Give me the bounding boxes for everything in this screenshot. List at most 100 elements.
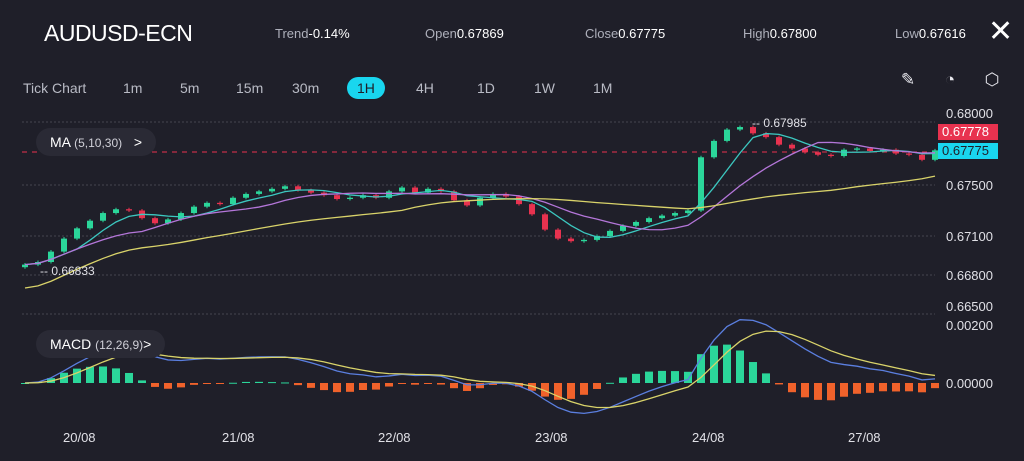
macd-histogram-bar [892,383,900,392]
tf-30m[interactable]: 30m [292,80,320,96]
macd-histogram-bar [853,383,861,394]
candle-body [152,218,158,224]
ma-indicator-badge[interactable]: MA (5,10,30) > [36,128,157,156]
y-tick: 0.67100 [946,229,993,244]
macd-histogram-bar [489,383,497,385]
macd-histogram-bar [411,383,419,385]
tf-1w[interactable]: 1W [534,80,555,96]
macd-histogram-bar [385,383,393,387]
candle-body [48,251,54,262]
stat-open: Open0.67869 [425,26,504,41]
tf-1d[interactable]: 1D [477,80,495,96]
tf-15m[interactable]: 15m [236,80,264,96]
max-price-label: -- 0.67985 [752,116,807,130]
macd-histogram-bar [736,350,744,383]
candle-body [802,148,808,153]
y-tick: 0.68000 [946,106,993,121]
macd-indicator-badge[interactable]: MACD (12,26,9)> [36,330,166,358]
last-price-tag-red: 0.67778 [938,124,998,140]
stat-low: Low0.67616 [895,26,966,41]
ma10-line [24,141,936,266]
tf-5m[interactable]: 5m [180,80,200,96]
macd-histogram-bar [762,373,770,383]
macd-histogram-bar [866,383,874,393]
macd-histogram-bar [112,368,120,383]
timer-icon[interactable]: ◔ [944,70,956,89]
macd-histogram-bar [190,383,198,385]
chevron-right-icon: > [133,134,143,150]
macd-histogram-bar [333,383,341,393]
macd-histogram-bar [541,383,549,397]
macd-histogram-bar [346,383,354,392]
tf-1m-month[interactable]: 1M [593,80,613,96]
candle-body [724,129,730,141]
macd-histogram-bar [424,383,432,384]
candle-body [542,214,548,230]
candle-body [425,188,431,193]
candle-body [776,137,782,145]
macd-histogram-bar [450,383,458,389]
tf-tick-chart[interactable]: Tick Chart [23,80,87,96]
tf-4h[interactable]: 4H [416,80,434,96]
candle-body [204,202,210,207]
candle-body [737,127,743,130]
macd-histogram-bar [593,383,601,389]
macd-histogram-bar [125,372,133,383]
candle-body [581,239,587,242]
macd-histogram-bar [918,383,926,393]
candle-body [87,220,93,229]
settings-hex-icon[interactable]: ⬡ [984,70,1000,89]
candle-body [854,148,860,150]
candle-body [477,197,483,206]
macd-histogram-bar [138,380,146,383]
last-price-tag-cyan: 0.67775 [938,143,998,159]
stat-trend: Trend-0.14% [275,26,350,41]
candle-body [386,191,392,198]
candle-body [490,193,496,198]
candle-body [347,197,353,200]
candle-body [165,219,171,224]
stat-close: Close0.67775 [585,26,666,41]
candle-body [308,190,314,193]
x-tick: 27/08 [848,430,881,445]
macd-histogram-bar [671,371,679,383]
y-tick: 0.67500 [946,178,993,193]
candle-body [893,149,899,154]
candle-body [217,202,223,205]
macd-histogram-bar [437,383,445,385]
tf-1m[interactable]: 1m [123,80,143,96]
candle-body [334,195,340,200]
macd-tick: 0.00200 [946,318,993,333]
macd-histogram-bar [814,383,822,400]
macd-histogram-bar [788,383,796,393]
macd-histogram-bar [528,383,536,391]
min-price-label: -- 0.66833 [40,264,95,278]
macd-histogram-bar [255,381,263,383]
candle-body [256,191,262,194]
macd-histogram-bar [463,383,471,391]
candle-body [815,152,821,155]
candle-body [230,197,236,205]
macd-histogram-bar [73,368,81,383]
pencil-icon[interactable]: ✎ [900,70,916,89]
macd-histogram-bar [580,383,588,395]
macd-histogram-bar [606,382,614,384]
tf-1h[interactable]: 1H [347,77,385,99]
x-tick: 21/08 [222,430,255,445]
macd-histogram-bar [567,383,575,399]
candle-body [100,213,106,221]
close-icon[interactable]: ✕ [988,15,1014,48]
candle-body [646,218,652,222]
ma5-line [24,132,936,266]
macd-histogram-bar [164,383,172,389]
chevron-right-icon: > [143,336,152,352]
macd-histogram-bar [359,383,367,390]
candle-body [191,206,197,214]
candle-body [919,154,925,160]
macd-histogram-bar [151,383,159,387]
macd-histogram-bar [632,373,640,383]
macd-histogram-bar [697,354,705,383]
macd-line [24,319,936,415]
candle-body [516,196,522,205]
